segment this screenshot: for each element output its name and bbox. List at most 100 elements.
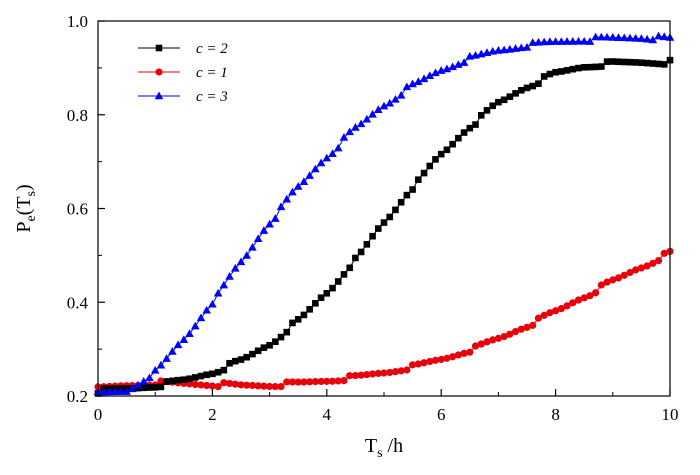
data-point — [591, 32, 600, 41]
data-point — [420, 359, 428, 367]
data-point — [328, 377, 337, 385]
data-point — [535, 80, 542, 87]
data-point — [449, 140, 456, 148]
data-point — [643, 262, 651, 270]
data-point — [385, 98, 395, 107]
data-point — [260, 382, 268, 390]
data-point — [146, 384, 153, 391]
data-point — [323, 289, 331, 297]
x-tick-label: 4 — [323, 405, 332, 424]
data-point — [569, 65, 577, 73]
x-tick-label: 10 — [662, 405, 679, 424]
data-point — [203, 371, 210, 379]
data-point — [585, 37, 595, 45]
data-point — [625, 33, 635, 42]
data-point — [266, 382, 274, 391]
data-point — [110, 387, 120, 395]
data-point — [494, 46, 503, 54]
data-point — [620, 58, 628, 66]
data-point — [368, 370, 377, 378]
data-point — [328, 149, 337, 158]
data-point — [396, 90, 406, 99]
data-point — [598, 63, 605, 70]
data-point — [157, 377, 165, 385]
data-point — [373, 105, 383, 114]
series-c2 — [94, 56, 674, 397]
data-point — [316, 158, 326, 167]
data-point — [466, 124, 474, 132]
data-point — [654, 256, 663, 265]
data-point — [626, 58, 634, 66]
data-point — [352, 254, 359, 262]
plot-area — [93, 31, 675, 397]
data-point — [415, 176, 422, 183]
data-point — [460, 129, 468, 136]
data-point — [631, 33, 640, 42]
data-point — [414, 360, 422, 368]
series-c3 — [93, 31, 675, 396]
data-point — [214, 383, 222, 391]
data-point — [380, 369, 388, 377]
data-point — [580, 294, 588, 302]
data-point — [369, 232, 376, 240]
data-point — [276, 202, 286, 211]
data-point — [277, 333, 285, 341]
data-point — [563, 302, 571, 310]
legend-label: c = 1 — [196, 65, 228, 81]
x-tick-label: 8 — [551, 405, 560, 424]
data-point — [140, 384, 148, 392]
data-point — [448, 62, 457, 71]
y-tick-label: 0.2 — [67, 387, 88, 406]
data-point — [500, 332, 508, 341]
data-point — [271, 382, 279, 391]
data-point — [226, 359, 233, 367]
data-point — [323, 377, 331, 385]
legend-marker — [154, 91, 164, 100]
data-point — [162, 354, 171, 362]
data-point — [408, 79, 417, 88]
data-point — [483, 107, 491, 114]
data-point — [105, 387, 114, 396]
data-point — [283, 328, 291, 336]
data-point — [260, 344, 268, 351]
x-tick-label: 0 — [94, 405, 103, 424]
data-point — [173, 340, 183, 349]
data-point — [563, 67, 571, 74]
data-point — [648, 35, 658, 44]
data-point — [271, 214, 280, 222]
data-point — [133, 380, 143, 389]
data-point — [230, 263, 240, 272]
data-point — [225, 379, 234, 388]
data-point — [317, 294, 325, 301]
data-point — [289, 319, 296, 327]
data-point — [174, 376, 182, 384]
data-point — [649, 259, 657, 267]
data-point — [191, 380, 199, 389]
data-point — [209, 370, 216, 378]
data-point — [528, 38, 538, 46]
data-point — [300, 378, 308, 386]
data-point — [299, 177, 309, 185]
data-point — [122, 387, 131, 395]
data-point — [357, 248, 365, 256]
data-point — [185, 380, 194, 388]
data-point — [208, 299, 217, 308]
data-point — [243, 381, 251, 389]
data-point — [619, 33, 629, 42]
data-point — [197, 372, 205, 380]
data-point — [346, 372, 354, 380]
legend-label: c = 3 — [196, 89, 228, 105]
x-tick-label: 6 — [437, 405, 446, 424]
data-point — [202, 305, 211, 314]
data-point — [568, 36, 578, 45]
data-point — [196, 313, 206, 322]
data-point — [163, 378, 170, 385]
data-point — [523, 323, 531, 331]
legend-marker — [155, 44, 163, 52]
data-point — [443, 354, 451, 362]
data-point — [489, 336, 497, 344]
data-point — [494, 334, 502, 342]
data-point — [614, 33, 623, 41]
data-point — [363, 370, 371, 379]
data-point — [426, 357, 434, 366]
